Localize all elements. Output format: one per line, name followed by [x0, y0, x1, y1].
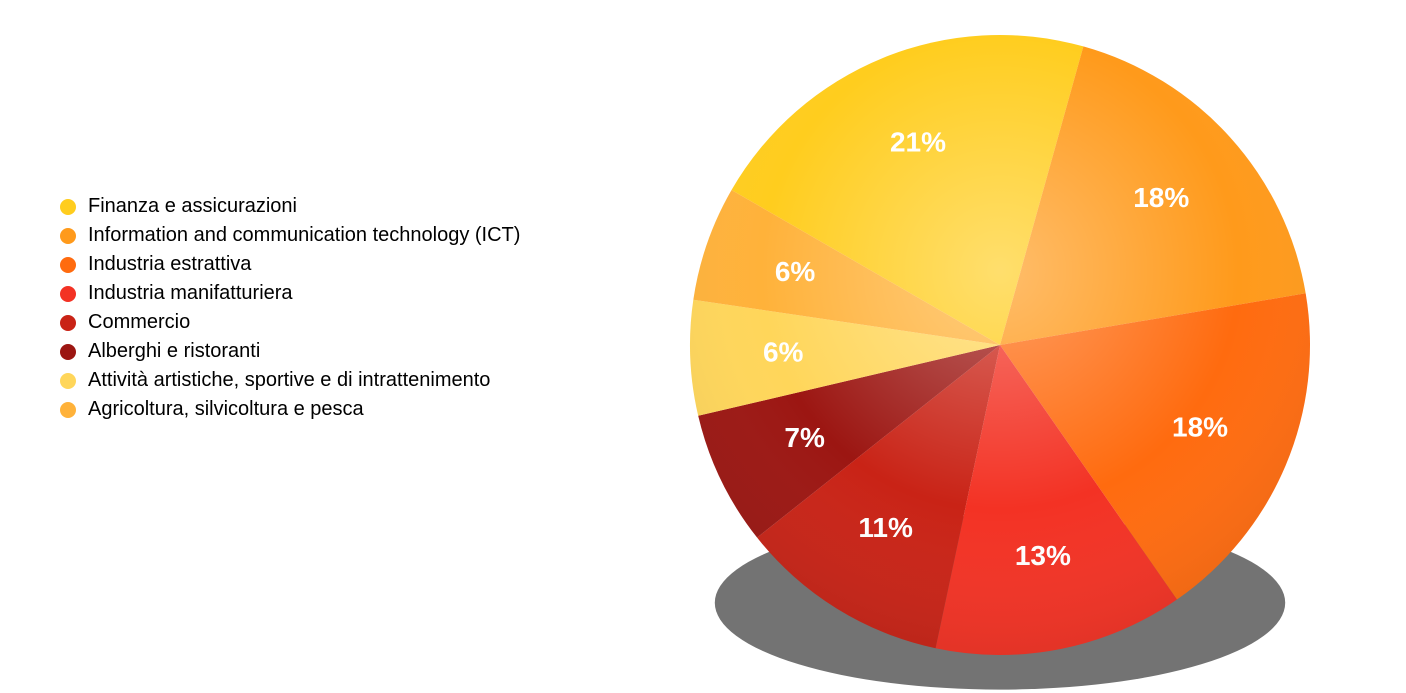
legend-label: Industria manifatturiera [88, 282, 293, 305]
legend: Finanza e assicurazioni Information and c… [60, 195, 520, 427]
pie-slice-label: 11% [858, 512, 913, 543]
legend-swatch [60, 315, 76, 331]
pie-chart: 21% 18% 18% 13% 11% 7% 6% 6% [660, 15, 1340, 693]
legend-label: Attività artistiche, sportive e di intra… [88, 369, 490, 392]
pie-slice-label: 21% [890, 126, 946, 157]
legend-item: Attività artistiche, sportive e di intra… [60, 369, 520, 392]
legend-swatch [60, 286, 76, 302]
legend-label: Agricoltura, silvicoltura e pesca [88, 398, 364, 421]
legend-swatch [60, 402, 76, 418]
legend-label: Industria estrattiva [88, 253, 251, 276]
legend-swatch [60, 257, 76, 273]
legend-item: Commercio [60, 311, 520, 334]
pie-slice-label: 7% [784, 422, 825, 453]
legend-item: Industria estrattiva [60, 253, 520, 276]
legend-item: Finanza e assicurazioni [60, 195, 520, 218]
pie-slice-label: 18% [1172, 411, 1228, 442]
legend-swatch [60, 199, 76, 215]
legend-label: Information and communication technology… [88, 224, 520, 247]
legend-item: Industria manifatturiera [60, 282, 520, 305]
legend-swatch [60, 344, 76, 360]
pie-slice-label: 6% [763, 336, 804, 367]
legend-swatch [60, 373, 76, 389]
legend-label: Finanza e assicurazioni [88, 195, 297, 218]
chart-container: Finanza e assicurazioni Information and c… [0, 0, 1406, 693]
pie-slice-label: 13% [1015, 540, 1071, 571]
legend-swatch [60, 228, 76, 244]
legend-item: Information and communication technology… [60, 224, 520, 247]
legend-label: Alberghi e ristoranti [88, 340, 260, 363]
legend-label: Commercio [88, 311, 190, 334]
legend-item: Alberghi e ristoranti [60, 340, 520, 363]
pie-slice-label: 18% [1133, 182, 1189, 213]
pie-slice-label: 6% [775, 256, 816, 287]
legend-item: Agricoltura, silvicoltura e pesca [60, 398, 520, 421]
